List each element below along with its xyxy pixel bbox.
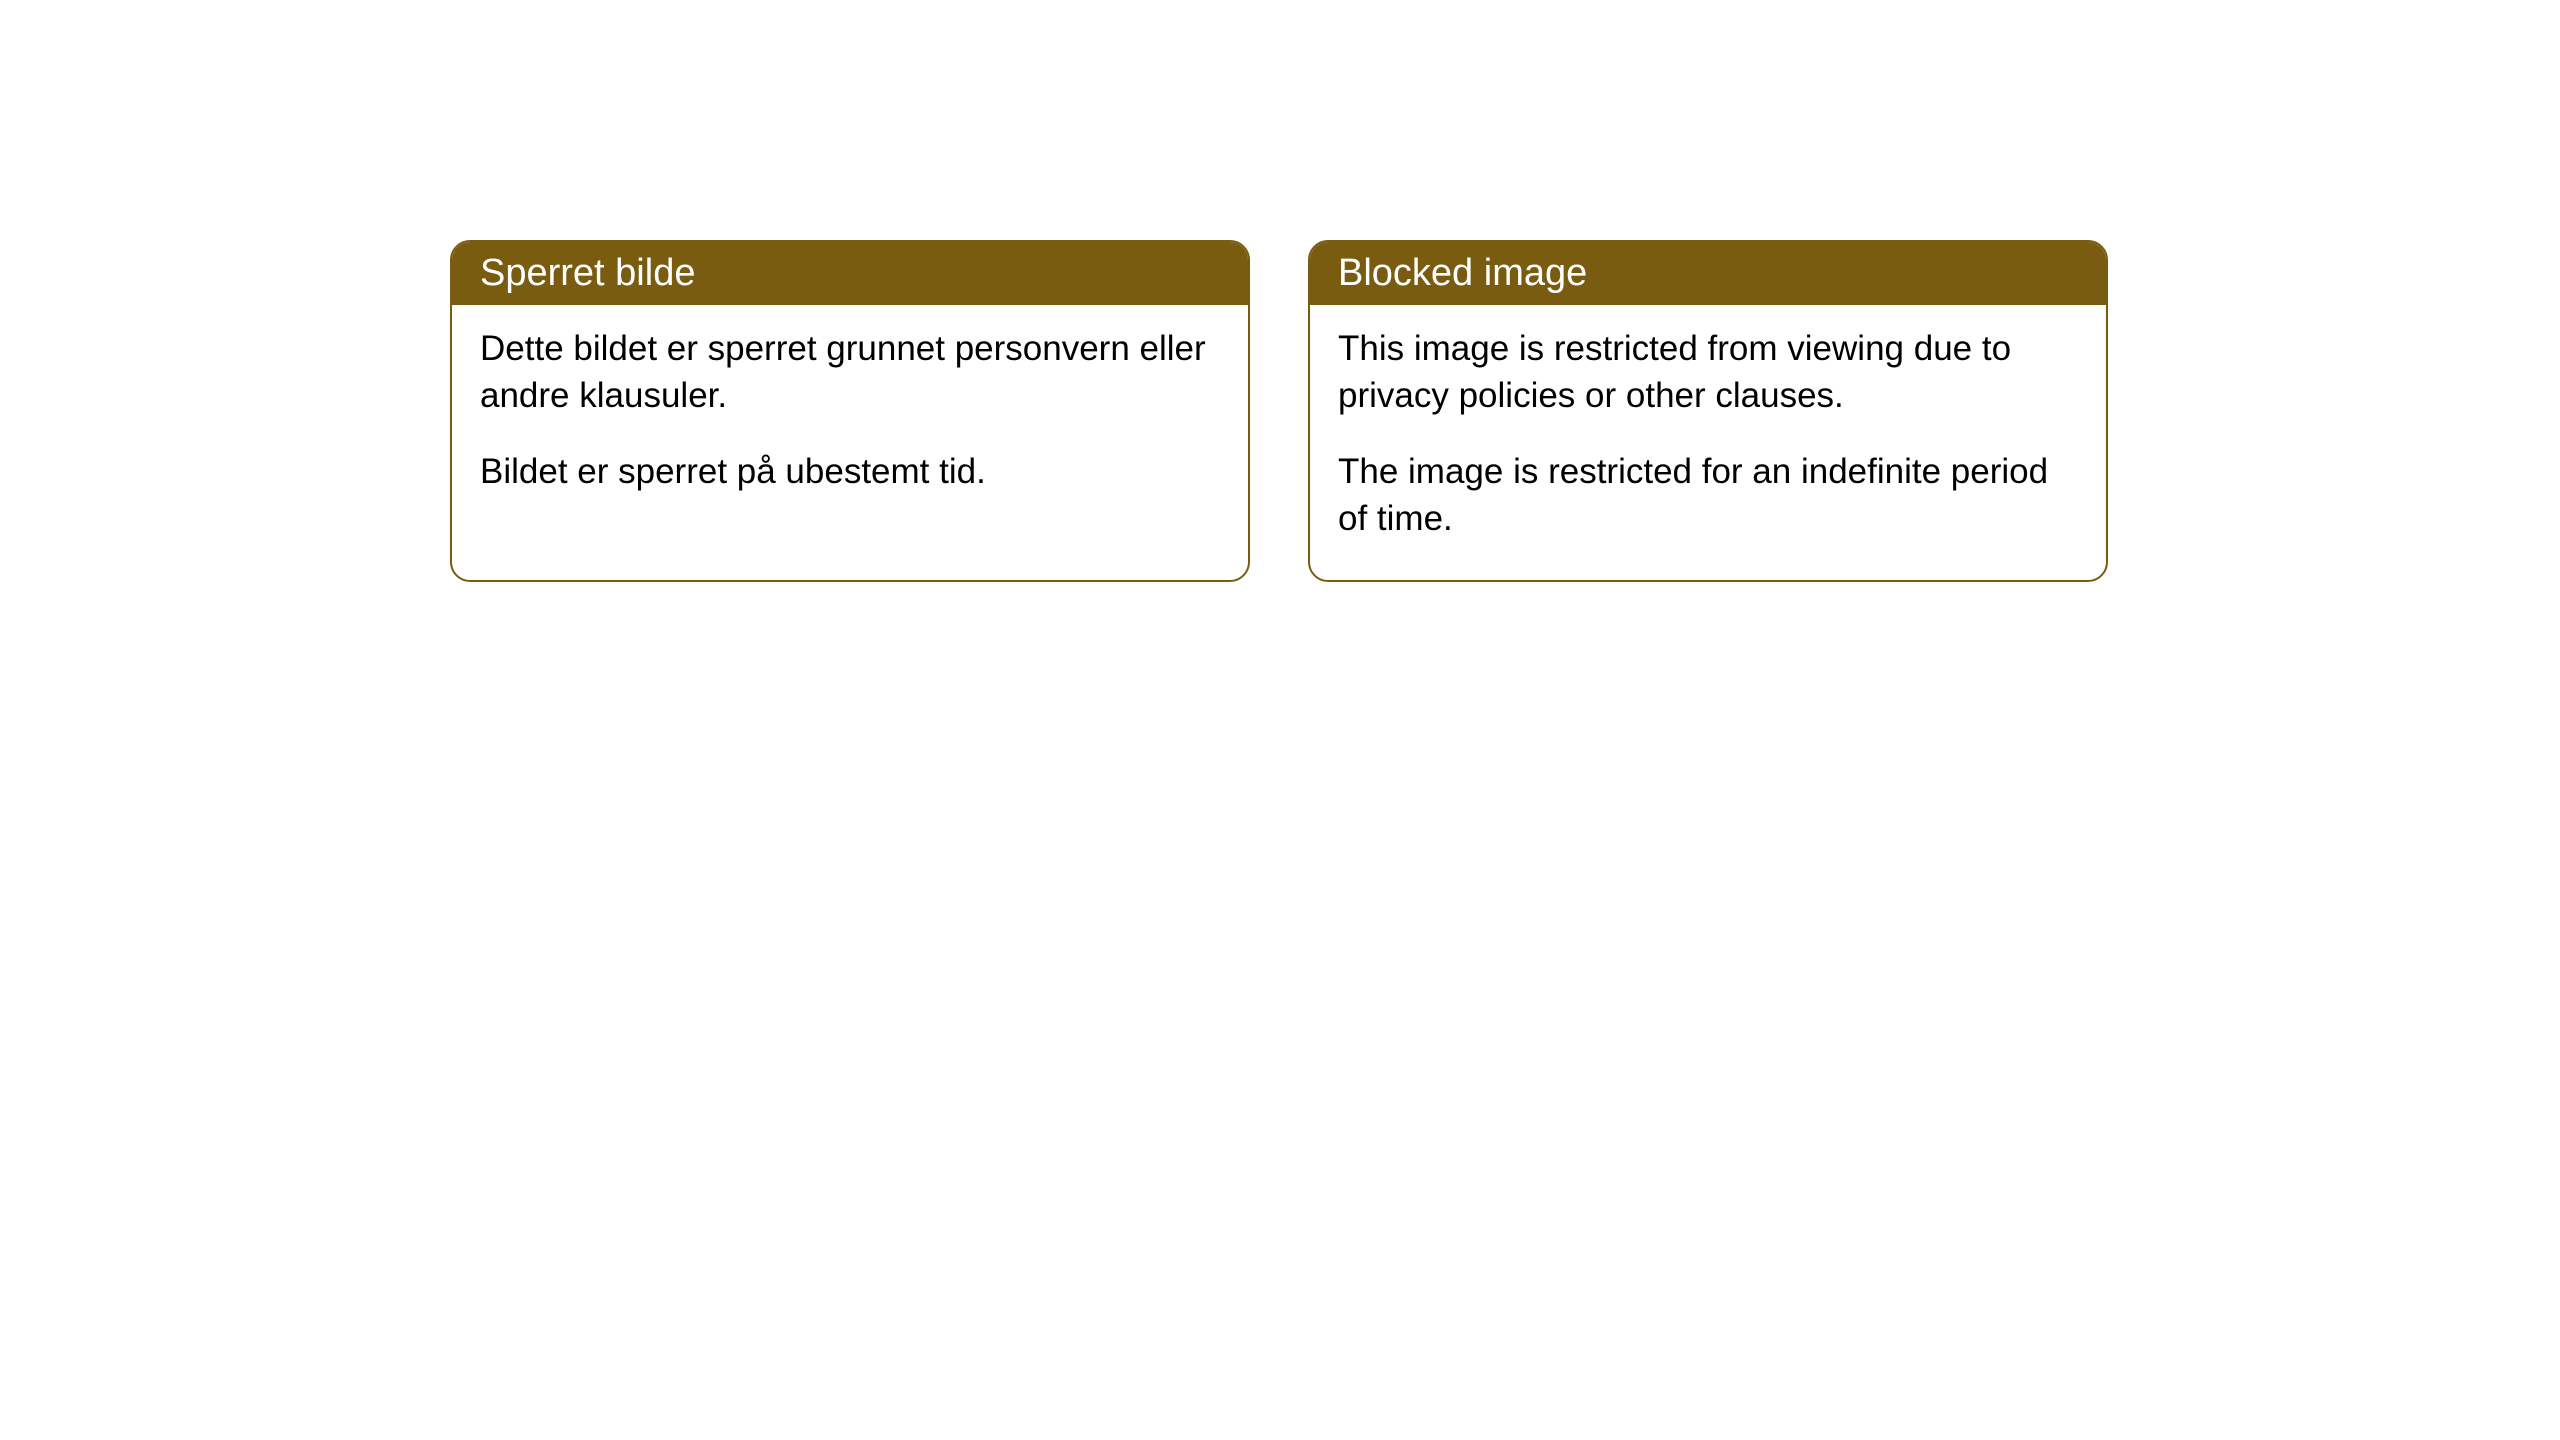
notice-paragraph-2-norwegian: Bildet er sperret på ubestemt tid.: [480, 448, 1220, 495]
notice-paragraph-1-english: This image is restricted from viewing du…: [1338, 325, 2078, 420]
notice-paragraph-1-norwegian: Dette bildet er sperret grunnet personve…: [480, 325, 1220, 420]
notice-title-english: Blocked image: [1338, 252, 1587, 294]
notice-body-norwegian: Dette bildet er sperret grunnet personve…: [452, 305, 1248, 533]
notice-header-english: Blocked image: [1310, 242, 2106, 305]
notice-title-norwegian: Sperret bilde: [480, 252, 695, 294]
notice-header-norwegian: Sperret bilde: [452, 242, 1248, 305]
notice-card-english: Blocked image This image is restricted f…: [1308, 240, 2108, 582]
notice-card-norwegian: Sperret bilde Dette bildet er sperret gr…: [450, 240, 1250, 582]
notice-paragraph-2-english: The image is restricted for an indefinit…: [1338, 448, 2078, 543]
notice-container: Sperret bilde Dette bildet er sperret gr…: [450, 240, 2108, 582]
notice-body-english: This image is restricted from viewing du…: [1310, 305, 2106, 580]
